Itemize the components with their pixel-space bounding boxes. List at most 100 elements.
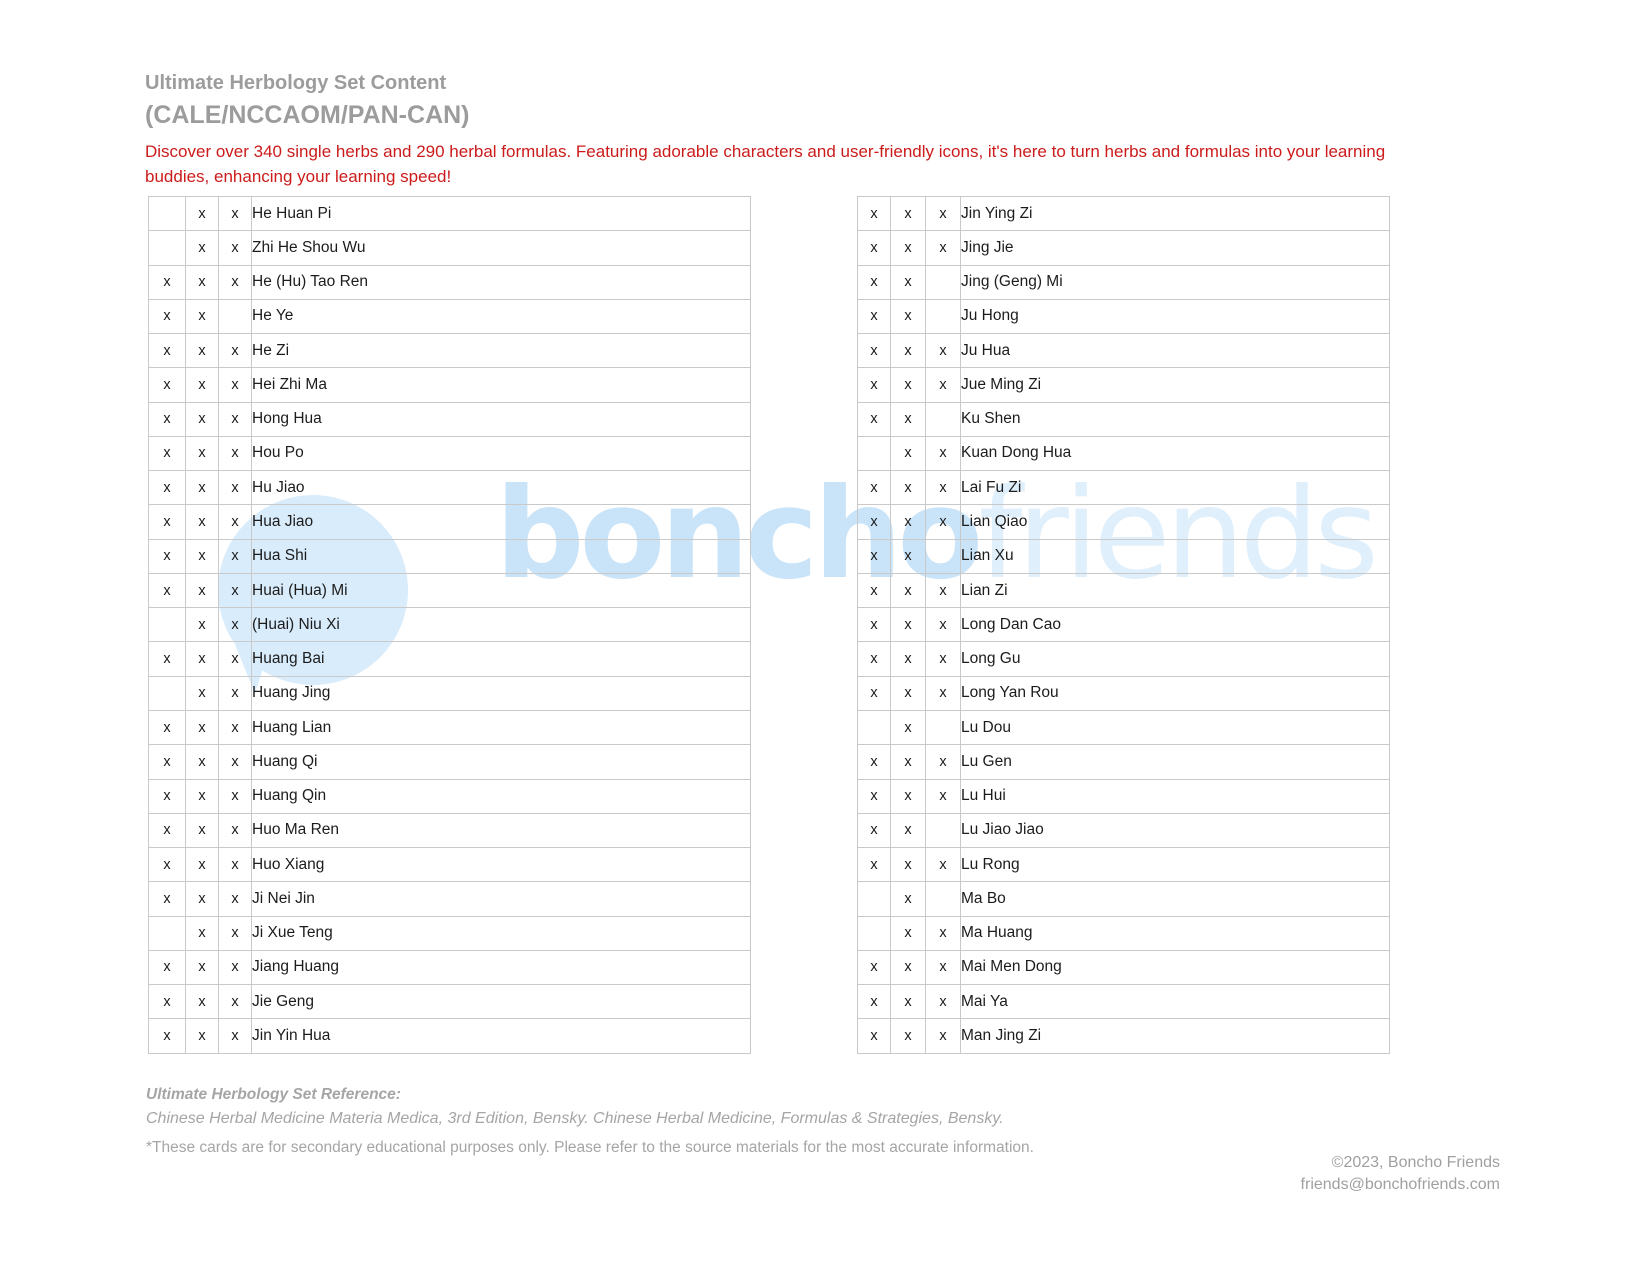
exam-mark-cell	[925, 538, 961, 574]
table-row: x x x Hua Shi	[148, 538, 751, 574]
exam-mark-cell: x	[218, 401, 252, 437]
exam-mark-cell: x	[185, 298, 219, 335]
exam-mark-cell: x	[890, 504, 926, 540]
exam-mark-cell: x	[148, 984, 186, 1020]
herb-name-cell: Ju Hong	[960, 298, 1390, 335]
exam-mark-cell: x	[890, 572, 926, 609]
exam-mark-cell: x	[925, 333, 961, 369]
table-row: x x x Huang Lian	[148, 709, 751, 746]
herb-name-cell: Hua Jiao	[251, 504, 751, 540]
exam-mark-cell: x	[218, 504, 252, 540]
exam-mark-cell: x	[857, 847, 891, 883]
herb-name-cell: Kuan Dong Hua	[960, 435, 1390, 472]
exam-mark-cell: x	[148, 435, 186, 472]
exam-mark-cell: x	[185, 538, 219, 574]
exam-mark-cell: x	[148, 572, 186, 609]
exam-mark-cell: x	[857, 572, 891, 609]
herb-name-cell: (Huai) Niu Xi	[251, 607, 751, 643]
exam-mark-cell	[148, 607, 186, 643]
exam-mark-cell: x	[185, 230, 219, 266]
table-row: x x x Lian Qiao	[857, 504, 1390, 540]
exam-mark-cell: x	[890, 333, 926, 369]
exam-mark-cell: x	[218, 949, 252, 986]
exam-mark-cell: x	[148, 709, 186, 746]
exam-mark-cell	[857, 435, 891, 472]
herb-name-cell: Huang Bai	[251, 641, 751, 677]
table-row: x x x Jiang Huang	[148, 949, 751, 986]
page-description: Discover over 340 single herbs and 290 h…	[145, 142, 1386, 186]
exam-mark-cell: x	[218, 333, 252, 369]
table-row: x x x Lu Hui	[857, 778, 1390, 814]
exam-mark-cell: x	[890, 367, 926, 403]
exam-mark-cell: x	[890, 607, 926, 643]
table-row: x x x Lu Rong	[857, 847, 1390, 883]
exam-mark-cell: x	[890, 984, 926, 1020]
table-row: x x Ju Hong	[857, 298, 1390, 335]
exam-mark-cell: x	[185, 641, 219, 677]
exam-mark-cell: x	[185, 470, 219, 506]
table-row: x x x Hong Hua	[148, 401, 751, 437]
table-row: x x x Jie Geng	[148, 984, 751, 1020]
exam-mark-cell: x	[857, 641, 891, 677]
herb-name-cell: Jin Ying Zi	[960, 195, 1390, 232]
exam-mark-cell: x	[148, 264, 186, 300]
herb-name-cell: Lian Qiao	[960, 504, 1390, 540]
exam-mark-cell: x	[925, 744, 961, 780]
reference-text: Chinese Herbal Medicine Materia Medica, …	[146, 1110, 1004, 1127]
exam-mark-cell: x	[218, 572, 252, 609]
herb-name-cell: He Ye	[251, 298, 751, 335]
exam-mark-cell	[925, 709, 961, 746]
table-row: x x x Jin Ying Zi	[857, 195, 1390, 232]
exam-mark-cell: x	[148, 367, 186, 403]
herb-name-cell: Lian Xu	[960, 538, 1390, 574]
exam-mark-cell: x	[148, 881, 186, 917]
herb-table-right: x x x Jin Ying Zi x x x Jing Jie x x Jing (Geng) M…	[857, 195, 1390, 1054]
exam-mark-cell: x	[925, 778, 961, 814]
exam-mark-cell: x	[148, 333, 186, 369]
contact-email: friends@bonchofriends.com	[1300, 1176, 1500, 1193]
exam-mark-cell: x	[148, 470, 186, 506]
table-row: x x x Ju Hua	[857, 333, 1390, 369]
table-row: x x x Long Dan Cao	[857, 607, 1390, 643]
exam-mark-cell: x	[857, 607, 891, 643]
exam-mark-cell: x	[218, 195, 252, 232]
exam-mark-cell: x	[890, 881, 926, 917]
herb-name-cell: Hong Hua	[251, 401, 751, 437]
herb-name-cell: Huang Lian	[251, 709, 751, 746]
exam-mark-cell: x	[925, 572, 961, 609]
exam-mark-cell: x	[218, 778, 252, 814]
herb-name-cell: Huang Jing	[251, 675, 751, 711]
exam-mark-cell: x	[857, 195, 891, 232]
exam-mark-cell: x	[890, 401, 926, 437]
exam-mark-cell: x	[925, 435, 961, 472]
exam-mark-cell: x	[857, 812, 891, 849]
exam-mark-cell: x	[857, 744, 891, 780]
herb-name-cell: Lu Dou	[960, 709, 1390, 746]
exam-mark-cell: x	[925, 915, 961, 951]
exam-mark-cell: x	[925, 641, 961, 677]
herb-name-cell: Ju Hua	[960, 333, 1390, 369]
table-row: x x Lu Jiao Jiao	[857, 812, 1390, 849]
table-row: x x x Jing Jie	[857, 230, 1390, 266]
herb-name-cell: He Huan Pi	[251, 195, 751, 232]
exam-mark-cell	[925, 812, 961, 849]
herb-name-cell: Long Yan Rou	[960, 675, 1390, 711]
exam-mark-cell: x	[857, 298, 891, 335]
exam-mark-cell: x	[185, 607, 219, 643]
herb-name-cell: Hua Shi	[251, 538, 751, 574]
exam-mark-cell: x	[857, 675, 891, 711]
table-row: x x Lian Xu	[857, 538, 1390, 574]
exam-mark-cell	[148, 230, 186, 266]
exam-mark-cell: x	[218, 538, 252, 574]
table-row: x x x He (Hu) Tao Ren	[148, 264, 751, 300]
table-row: x x x Long Yan Rou	[857, 675, 1390, 711]
exam-mark-cell: x	[890, 949, 926, 986]
exam-mark-cell: x	[218, 367, 252, 403]
exam-mark-cell: x	[890, 675, 926, 711]
exam-mark-cell: x	[185, 333, 219, 369]
exam-mark-cell: x	[185, 1018, 219, 1054]
table-row: x x x Lai Fu Zi	[857, 470, 1390, 506]
exam-mark-cell: x	[148, 401, 186, 437]
exam-mark-cell: x	[185, 504, 219, 540]
herb-name-cell: He Zi	[251, 333, 751, 369]
